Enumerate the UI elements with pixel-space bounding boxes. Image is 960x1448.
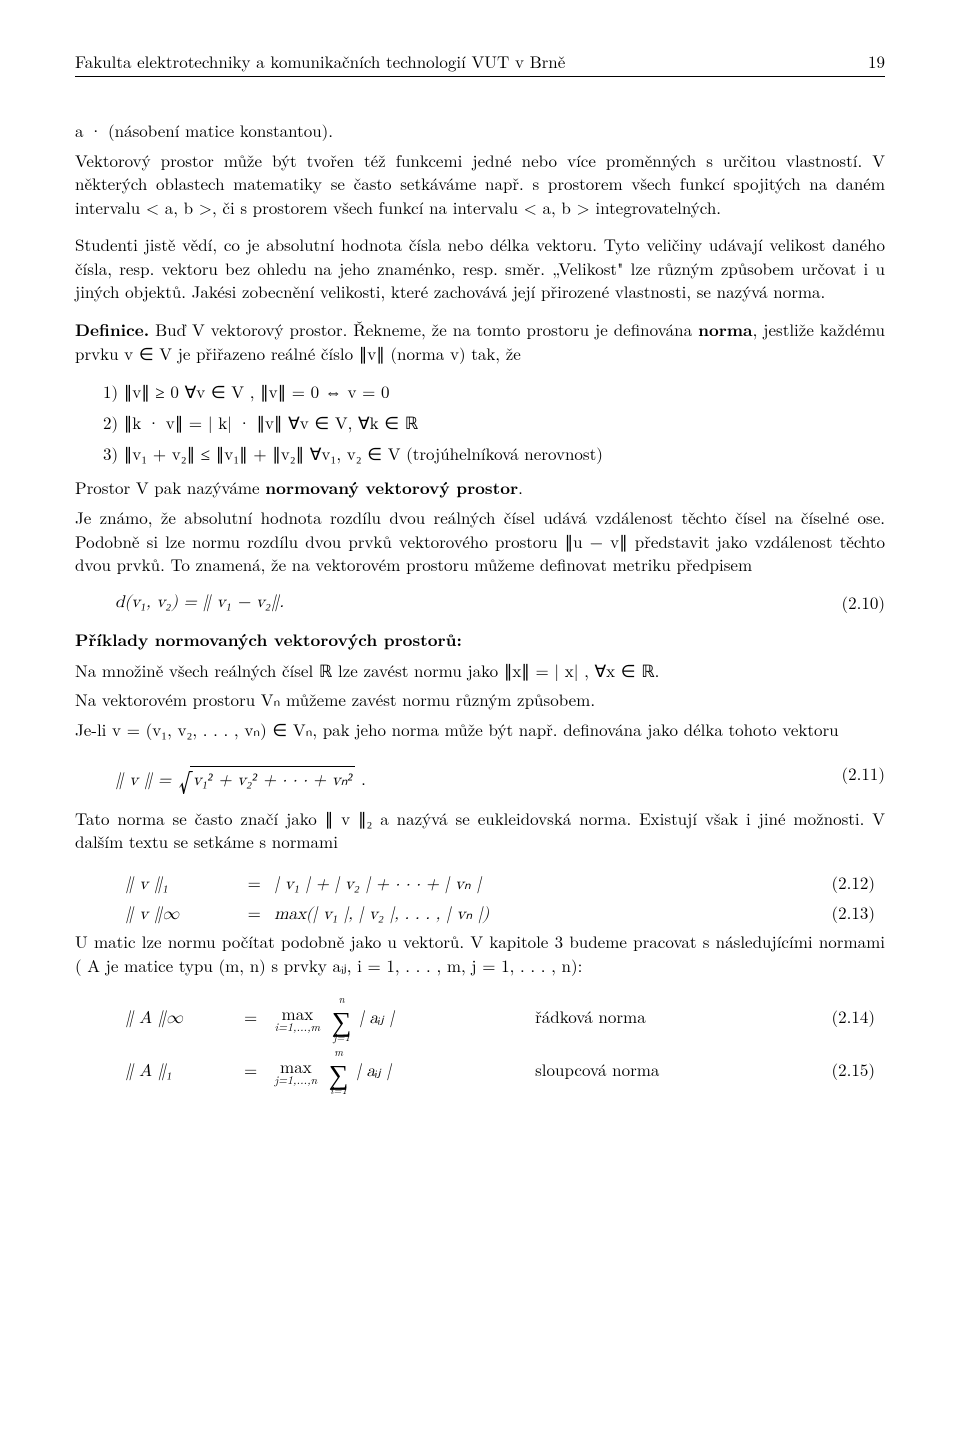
eq213-spacer	[717, 901, 777, 926]
eq213-number: (2.13)	[787, 901, 875, 926]
eq211-body: ∥ v ∥ = v₁² + v₂² + · · · + vₙ² .	[115, 755, 830, 793]
eq212-spacer	[717, 871, 777, 896]
eq214-sum-bot: j=1	[333, 1033, 350, 1044]
eq215-term: | aᵢⱼ |	[356, 1063, 391, 1080]
paragraph-8: Je-li v = (v₁, v₂, . . . , vₙ) ∈ Vₙ, pak…	[75, 718, 885, 741]
max-operator: max i=1,...,m	[275, 1005, 320, 1034]
axiom-1: 1) ∥v∥ ≥ 0 ∀v ∈ V , ∥v∥ = 0 ⇔ v = 0	[103, 380, 885, 403]
equation-2-13: ∥ v ∥∞ = max(| v₁ |, | v₂ |, . . . , | v…	[125, 901, 875, 926]
eq214-eq: =	[241, 995, 261, 1044]
sum-icon: n ∑ j=1	[332, 995, 352, 1044]
eq211-radicand: v₁² + v₂² + · · · + vₙ²	[190, 766, 356, 792]
norm-axioms: 1) ∥v∥ ≥ 0 ∀v ∈ V , ∥v∥ = 0 ⇔ v = 0 2) ∥…	[103, 380, 885, 466]
equations-2-14-15: ∥ A ∥∞ = max i=1,...,m n ∑ j=1 | aᵢⱼ | ř…	[115, 991, 885, 1101]
eq214-r: max i=1,...,m n ∑ j=1 | aᵢⱼ |	[271, 995, 495, 1044]
eq214-label: řádková norma	[505, 995, 786, 1044]
eq214-number: (2.14)	[796, 995, 875, 1044]
eq214-l: ∥ A ∥∞	[125, 995, 231, 1044]
equation-2-14: ∥ A ∥∞ = max i=1,...,m n ∑ j=1 | aᵢⱼ | ř…	[125, 995, 875, 1044]
eq213-r: max(| v₁ |, | v₂ |, . . . , | vₙ |)	[274, 901, 707, 926]
page-number: 19	[868, 50, 885, 73]
eq211-lhs: ∥ v ∥ =	[115, 772, 177, 789]
eq212-l: ∥ v ∥₁	[125, 871, 234, 896]
paragraph-2: Vektorový prostor může být tvořen též fu…	[75, 149, 885, 219]
paragraph-6: Na množině všech reálných čísel ℝ lze za…	[75, 659, 885, 682]
eq214-term: | aᵢⱼ |	[359, 1010, 394, 1027]
equation-2-11: ∥ v ∥ = v₁² + v₂² + · · · + vₙ² . (2.11)	[115, 755, 885, 793]
equation-2-12: ∥ v ∥₁ = | v₁ | + | v₂ | + · · · + | vₙ …	[125, 871, 875, 896]
definition: Definice. Buď V vektorový prostor. Řekne…	[75, 318, 885, 366]
sqrt-icon: v₁² + v₂² + · · · + vₙ²	[177, 755, 356, 793]
eq210-number: (2.10)	[842, 591, 885, 614]
axiom-3: 3) ∥v₁ + v₂∥ ≤ ∥v₁∥ + ∥v₂∥ ∀v₁, v₂ ∈ V (…	[103, 442, 885, 465]
eq215-sum-bot: i=1	[330, 1086, 347, 1097]
para4-c: .	[518, 475, 523, 499]
para4-a: Prostor V pak nazýváme	[75, 475, 265, 499]
equations-2-12-13: ∥ v ∥₁ = | v₁ | + | v₂ | + · · · + | vₙ …	[115, 867, 885, 930]
equation-2-10: d(v₁, v₂) = ∥ v₁ − v₂∥. (2.10)	[115, 591, 885, 614]
eq213-eq: =	[244, 901, 264, 926]
header-institution: Fakulta elektrotechniky a komunikačních …	[75, 50, 565, 73]
eq215-label: sloupcová norma	[505, 1048, 786, 1097]
max-operator: max j=1,...,n	[275, 1058, 318, 1087]
definition-term: norma	[698, 318, 753, 342]
paragraph-5: Je známo, že absolutní hodnota rozdílu d…	[75, 506, 885, 576]
axiom-2: 2) ∥k · v∥ = | k| · ∥v∥ ∀v ∈ V, ∀k ∈ ℝ	[103, 411, 885, 434]
paragraph-4: Prostor V pak nazýváme normovaný vektoro…	[75, 476, 885, 500]
sum-icon: m ∑ i=1	[329, 1048, 349, 1097]
examples-title: Příklady normovaných vektorových prostor…	[75, 628, 462, 652]
paragraph-1: a · (násobení matice konstantou).	[75, 119, 885, 142]
eq214-max-sub: i=1,...,m	[275, 1022, 320, 1034]
eq215-eq: =	[241, 1048, 261, 1097]
para4-term: normovaný vektorový prostor	[265, 476, 518, 500]
examples-heading: Příklady normovaných vektorových prostor…	[75, 628, 885, 652]
equation-2-15: ∥ A ∥₁ = max j=1,...,n m ∑ i=1 | aᵢⱼ | s…	[125, 1048, 875, 1097]
eq215-number: (2.15)	[796, 1048, 875, 1097]
eq212-number: (2.12)	[787, 871, 875, 896]
eq210-body: d(v₁, v₂) = ∥ v₁ − v₂∥.	[115, 591, 830, 614]
eq211-number: (2.11)	[842, 762, 885, 785]
paragraph-7: Na vektorovém prostoru Vₙ můžeme zavést …	[75, 688, 885, 711]
eq211-tail: .	[361, 766, 366, 790]
definition-label: Definice.	[75, 318, 149, 342]
page-header: Fakulta elektrotechniky a komunikačních …	[75, 50, 885, 77]
eq213-l: ∥ v ∥∞	[125, 901, 234, 926]
eq215-max-sub: j=1,...,n	[275, 1075, 318, 1087]
eq212-eq: =	[244, 871, 264, 896]
paragraph-9: Tato norma se často značí jako ∥ v ∥₂ a …	[75, 807, 885, 854]
eq212-r: | v₁ | + | v₂ | + · · · + | vₙ |	[274, 871, 707, 896]
eq215-l: ∥ A ∥₁	[125, 1048, 231, 1097]
paragraph-3: Studenti jistě vědí, co je absolutní hod…	[75, 233, 885, 303]
paragraph-10: U matic lze normu počítat podobně jako u…	[75, 930, 885, 977]
eq215-r: max j=1,...,n m ∑ i=1 | aᵢⱼ |	[271, 1048, 495, 1097]
definition-body-a: Buď V vektorový prostor. Řekneme, že na …	[155, 317, 698, 341]
